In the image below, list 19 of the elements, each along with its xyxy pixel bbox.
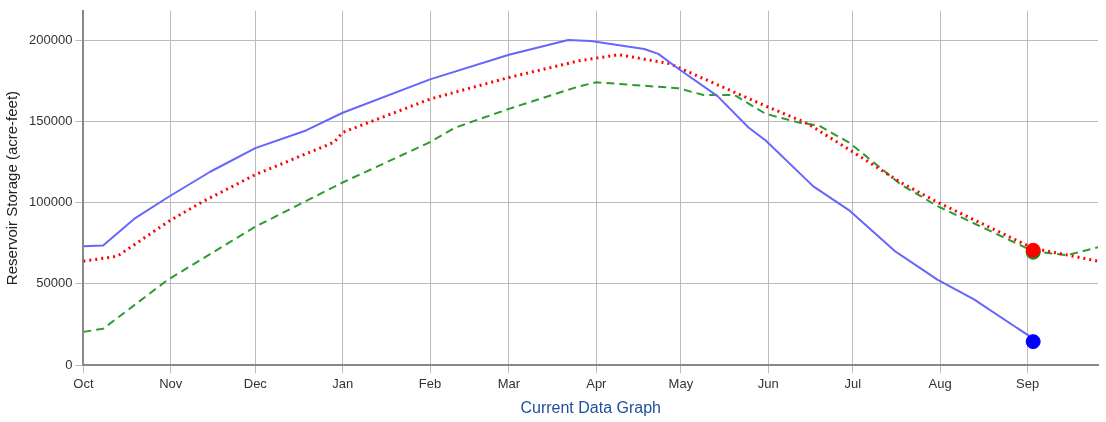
x-tick-label: Nov: [159, 375, 183, 391]
y-tick-label: 50000: [36, 275, 73, 291]
x-tick-label: Apr: [586, 375, 608, 391]
x-tick-label: Mar: [497, 375, 521, 391]
x-tick-label: Sep: [1015, 375, 1040, 391]
y-tick-label: 200000: [28, 31, 73, 47]
x-tick-label: Jul: [844, 375, 862, 391]
y-tick-label: 100000: [28, 194, 73, 210]
x-tick-label: Feb: [418, 375, 442, 391]
y-tick-label: 0: [65, 356, 73, 372]
x-tick-label: Oct: [73, 375, 94, 391]
x-tick-label: Dec: [243, 375, 268, 391]
y-axis-title: Reservoir Storage (acre-feet): [3, 90, 21, 286]
x-tick-label: Aug: [928, 375, 952, 391]
x-tick-label: Jun: [757, 375, 779, 391]
x-tick-label: May: [668, 375, 694, 391]
y-tick-label: 150000: [28, 112, 73, 128]
x-tick-label: Jan: [332, 375, 354, 391]
x-axis-title: Current Data Graph: [520, 398, 661, 416]
